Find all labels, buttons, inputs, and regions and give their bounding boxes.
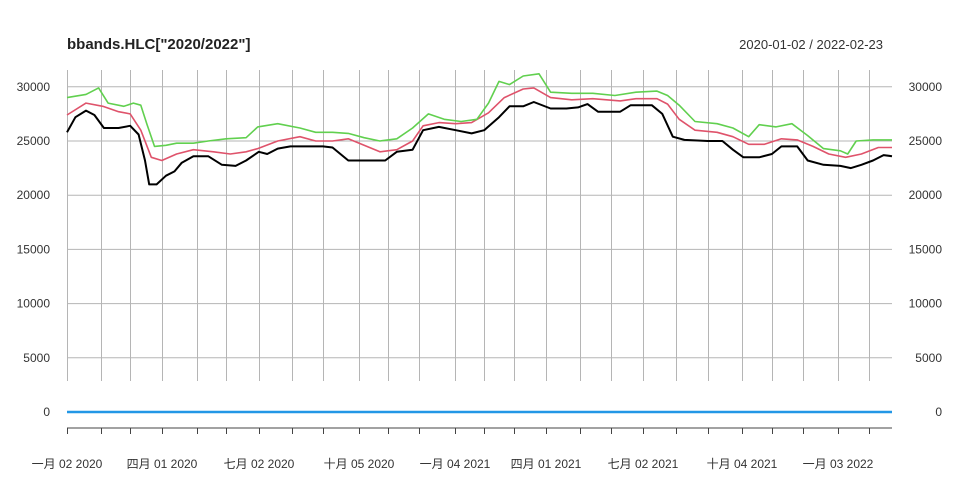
- y-axis-left: 0 5000 10000 15000 20000 25000 30000: [17, 80, 51, 419]
- y-tick-label: 0: [43, 405, 50, 419]
- x-tick-label: 四月 01 2021: [511, 457, 582, 471]
- x-tick-label: 一月 02 2020: [32, 457, 103, 471]
- y-tick-label: 5000: [915, 351, 942, 365]
- y-tick-label: 10000: [17, 297, 51, 311]
- y-tick-label: 30000: [909, 80, 943, 94]
- y-tick-label: 5000: [23, 351, 50, 365]
- y-tick-label: 25000: [17, 134, 51, 148]
- y-tick-label: 25000: [909, 134, 943, 148]
- series-group: [66, 73, 893, 414]
- y-axis-right: 0 5000 10000 15000 20000 25000 30000: [909, 80, 943, 419]
- series-line-0: [66, 101, 893, 186]
- x-tick-label: 一月 03 2022: [803, 457, 874, 471]
- x-tick-label: 十月 05 2020: [324, 457, 395, 471]
- chart-title: bbands.HLC["2020/2022"]: [67, 36, 250, 53]
- x-tick-label: 十月 04 2021: [707, 457, 778, 471]
- y-tick-label: 15000: [909, 242, 943, 256]
- y-tick-label: 20000: [17, 188, 51, 202]
- y-tick-label: 20000: [909, 188, 943, 202]
- series-line-2: [66, 73, 892, 155]
- y-tick-label: 30000: [17, 80, 51, 94]
- x-tick-label: 七月 02 2020: [224, 457, 295, 471]
- x-tick-label: 七月 02 2021: [608, 457, 679, 471]
- y-tick-label: 10000: [909, 297, 943, 311]
- y-tick-label: 15000: [17, 242, 51, 256]
- x-tick-label: 四月 01 2020: [127, 457, 198, 471]
- series-line-1: [66, 87, 892, 162]
- x-axis: 一月 02 2020 四月 01 2020 七月 02 2020 十月 05 2020…: [32, 427, 892, 471]
- y-tick-label: 0: [935, 405, 942, 419]
- date-range: 2020-01-02 / 2022-02-23: [739, 37, 883, 52]
- x-tick-label: 一月 04 2021: [420, 457, 491, 471]
